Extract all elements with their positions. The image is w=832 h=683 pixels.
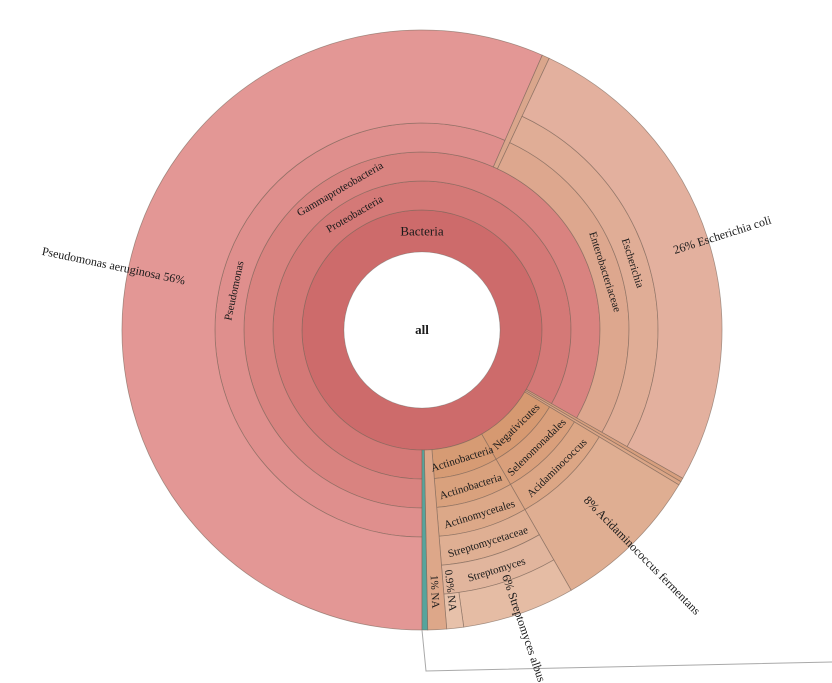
wedge-layer [121,29,723,631]
label-na-streptomyces: 0.9% NA [442,569,459,612]
wedge-escherichia-coli[interactable] [521,57,723,479]
wedge-pseudomonas-aeruginosa[interactable] [121,29,543,631]
wedge-unclassified-teal-sliver[interactable] [421,449,429,631]
center-label: all [415,322,429,337]
label-leader-line [421,629,832,672]
label-bacteria: Bacteria [400,224,444,239]
label-na-bacteria: 1% NA [428,575,442,609]
center-circle[interactable] [343,251,501,409]
